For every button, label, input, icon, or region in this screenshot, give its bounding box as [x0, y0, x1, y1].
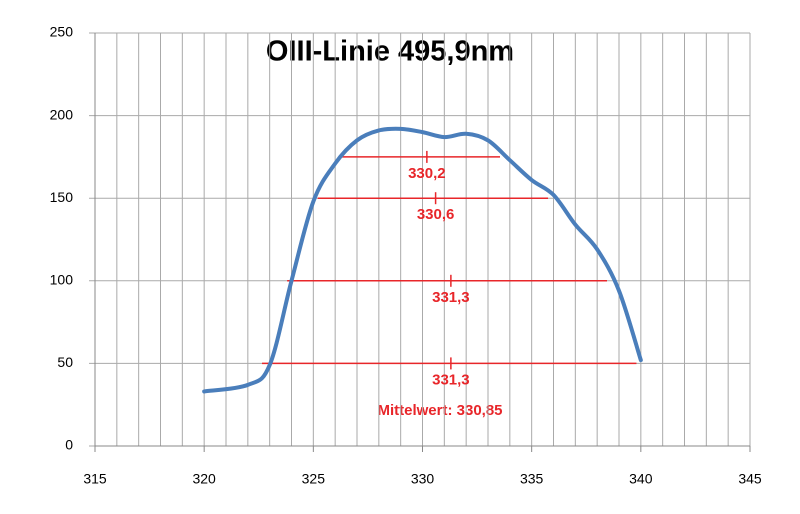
x-tick-label: 325 [302, 471, 326, 487]
x-tick-label: 320 [192, 471, 216, 487]
series-line [202, 126, 643, 394]
x-tick-label: 330 [411, 471, 435, 487]
y-tick-label: 200 [50, 106, 74, 122]
x-tick-label: 315 [83, 471, 107, 487]
x-tick-label: 345 [738, 471, 762, 487]
y-tick-label: 0 [65, 437, 73, 453]
width-label: 331,3 [432, 371, 470, 388]
width-label: 330,2 [408, 165, 446, 182]
x-tick-label: 340 [629, 471, 653, 487]
y-tick-label: 150 [50, 189, 74, 205]
width-label: 330,6 [417, 206, 455, 223]
y-tick-label: 250 [50, 24, 74, 40]
mean-label: Mittelwert: 330,85 [377, 402, 502, 419]
x-tick-label: 335 [520, 471, 544, 487]
chart-title: OIII-Linie 495,9nm [266, 36, 514, 68]
y-tick-label: 50 [57, 354, 73, 370]
y-tick-label: 100 [50, 272, 74, 288]
width-label: 331,3 [432, 289, 470, 306]
